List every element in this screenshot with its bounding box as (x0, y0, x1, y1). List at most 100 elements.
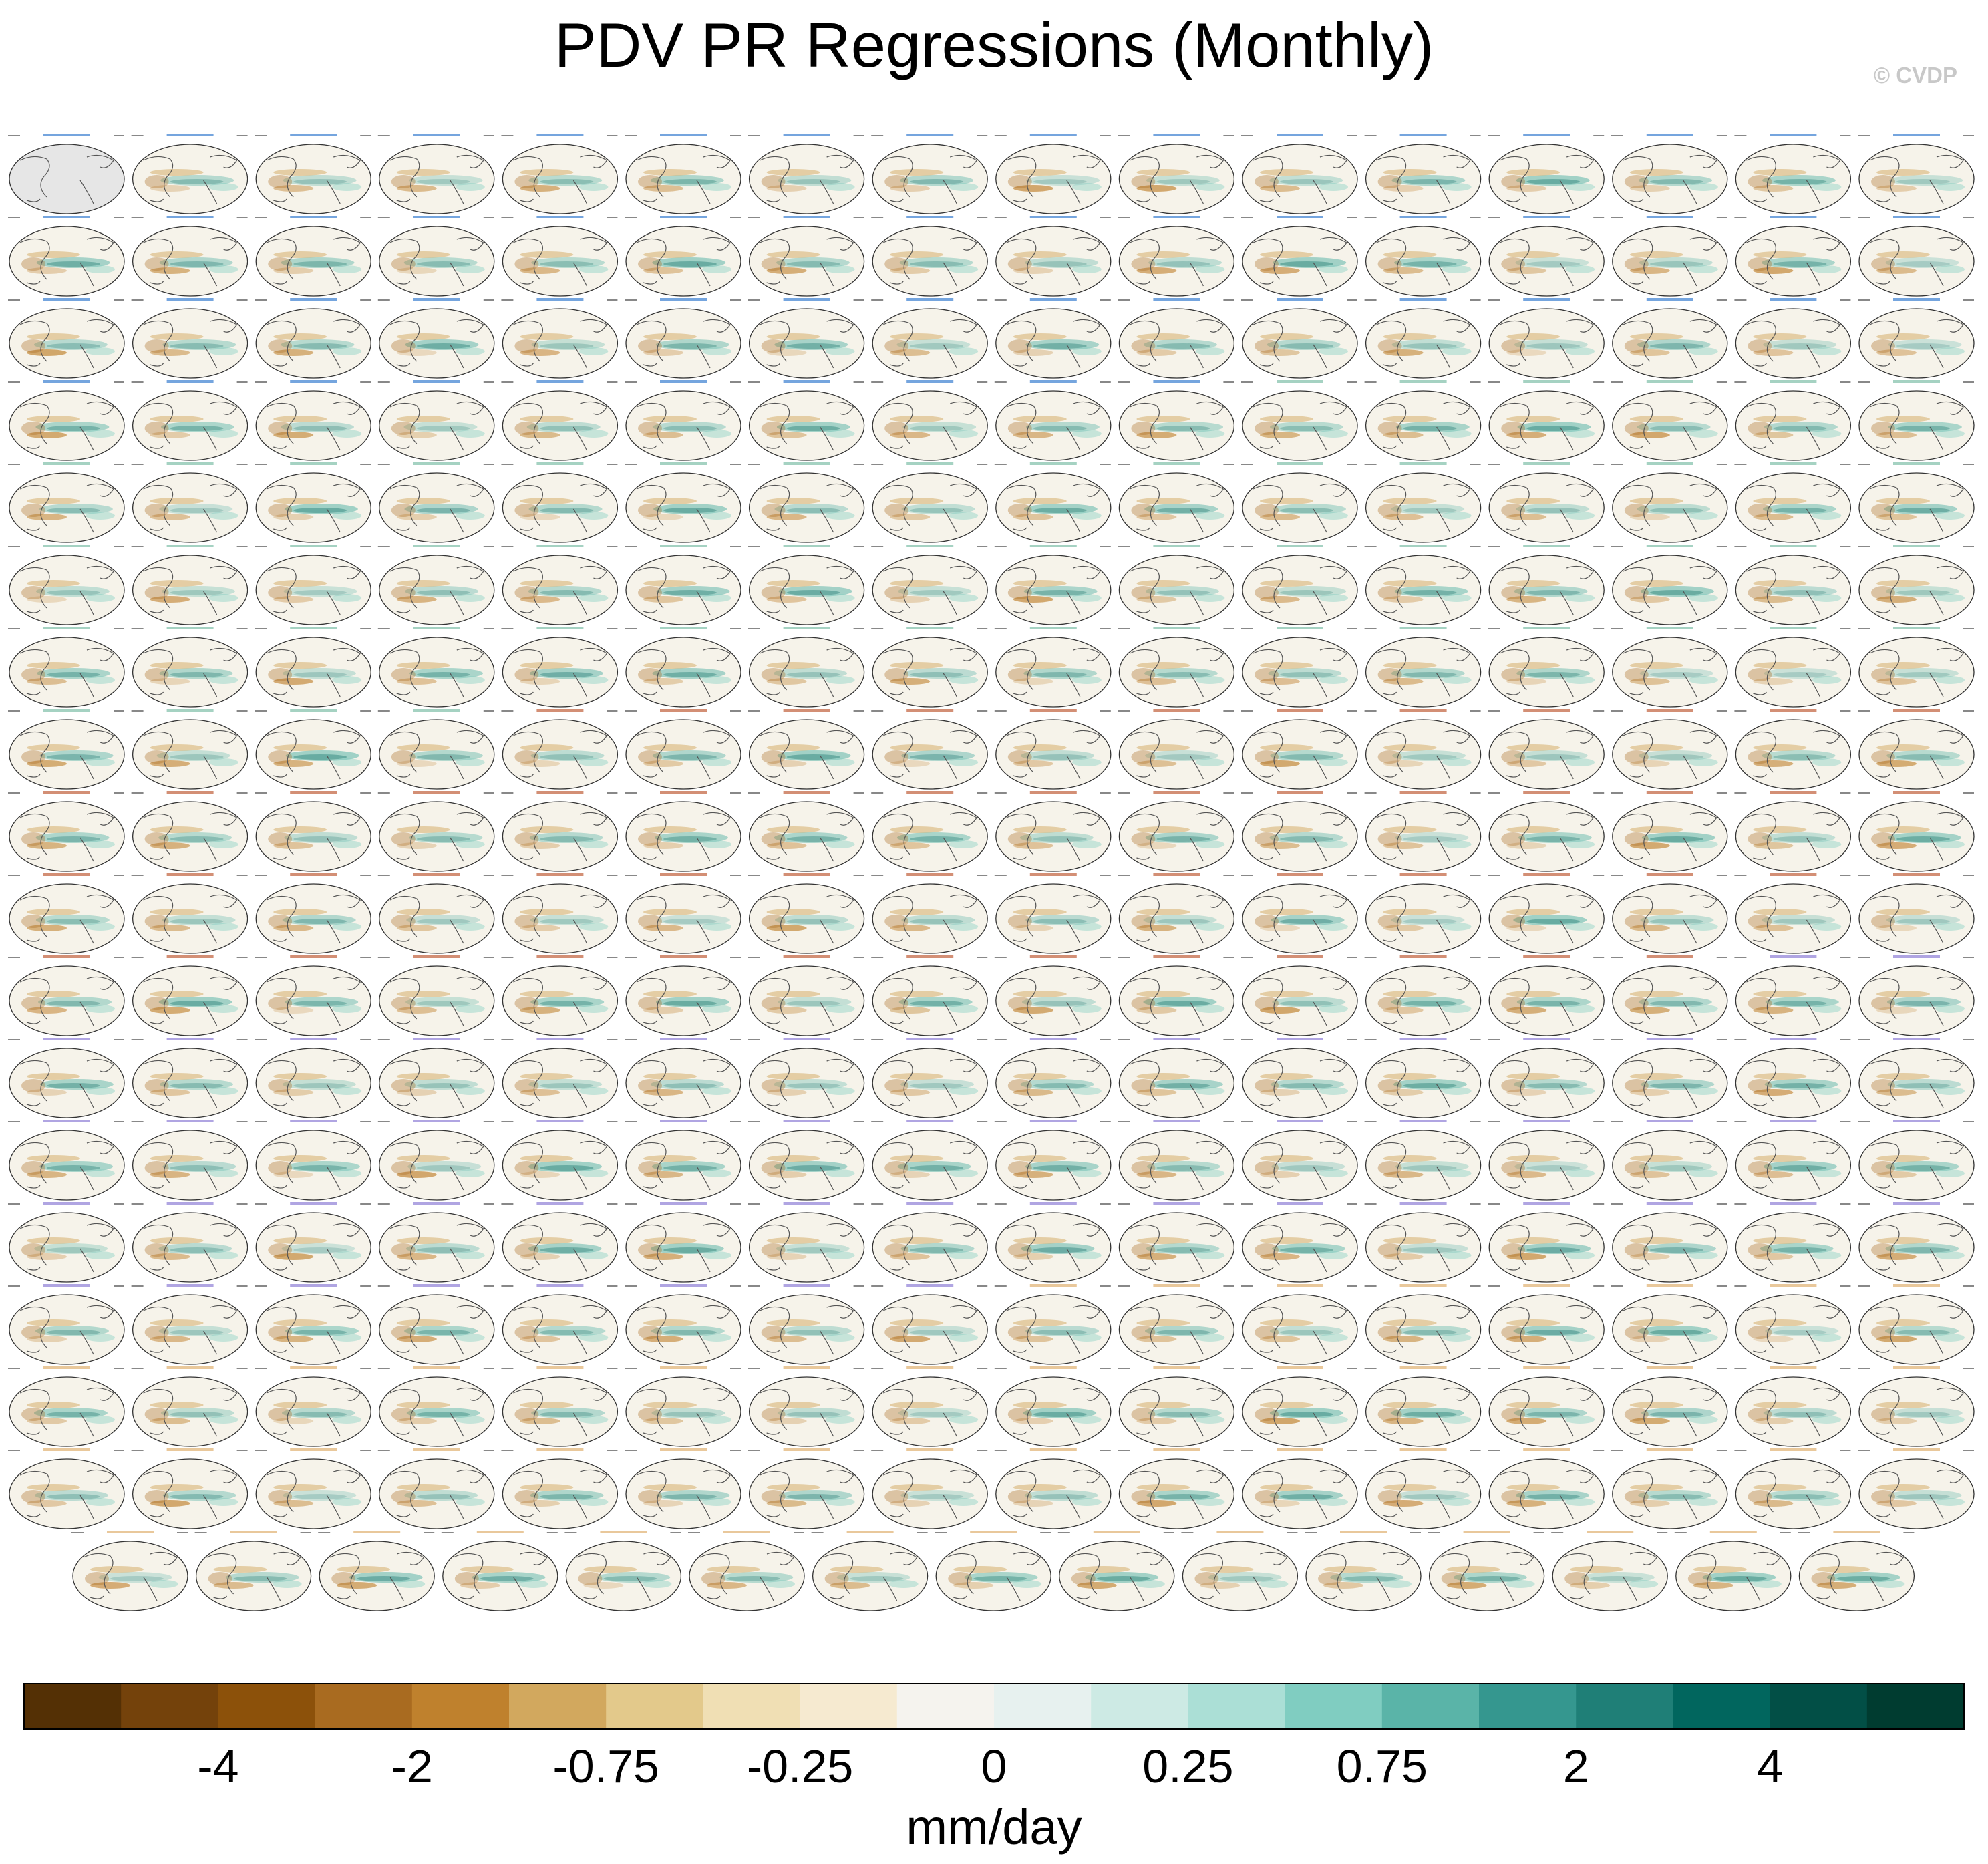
panel-label (1399, 298, 1447, 301)
panel-label (1770, 1202, 1817, 1205)
map-panel (501, 134, 619, 214)
map-panel (1241, 627, 1358, 708)
map-panel (1241, 1284, 1358, 1365)
panel-label (166, 709, 214, 712)
panel-label (43, 1202, 90, 1205)
panel-label (290, 545, 337, 547)
panel-label (1399, 955, 1447, 958)
panel-label (1029, 1366, 1077, 1369)
panel-label (166, 1202, 214, 1205)
map-panel (255, 873, 371, 954)
map-panel (1118, 1120, 1235, 1201)
map-panel (255, 627, 371, 708)
panel-label (290, 216, 337, 218)
panel-label (1277, 791, 1323, 794)
panel-label (1893, 462, 1940, 465)
map-panel (131, 791, 248, 872)
map-panel (1858, 380, 1975, 461)
page-title: PDV PR Regressions (Monthly) (554, 10, 1434, 80)
map-panel (1118, 1448, 1235, 1529)
map-panel (1057, 1531, 1175, 1611)
panel-label (290, 1284, 337, 1287)
panel-label (1153, 216, 1200, 218)
map-panel (1364, 791, 1482, 872)
panel-label (290, 462, 337, 465)
panel-label (906, 955, 954, 958)
panel-label (1153, 955, 1200, 958)
map-panel (871, 1202, 988, 1283)
map-panel (748, 955, 865, 1036)
panel-label (166, 216, 214, 218)
map-panel (1858, 1038, 1975, 1118)
map-panel (1488, 627, 1605, 708)
map-panel (255, 709, 371, 790)
map-panel (625, 545, 741, 625)
map-panel (131, 1038, 248, 1118)
panel-label (290, 1038, 337, 1040)
map-panel (1611, 955, 1728, 1036)
panel-label (906, 380, 954, 383)
colorbar-tick-label: -0.25 (747, 1740, 854, 1793)
map-panel (1118, 545, 1235, 625)
colorbar-swatch (315, 1684, 413, 1729)
panel-label (1523, 1120, 1570, 1122)
map-panel (131, 955, 248, 1036)
map-panel (1674, 1531, 1792, 1611)
map-panel (131, 1284, 248, 1365)
map-panel (871, 791, 988, 872)
panel-label (1893, 298, 1940, 301)
panel-label (660, 134, 707, 136)
map-panel (1488, 380, 1605, 461)
map-panel (1364, 216, 1482, 297)
panel-label (413, 298, 460, 301)
panel-label (1277, 955, 1323, 958)
panel-label (536, 627, 584, 629)
map-panel (994, 955, 1112, 1036)
panel-label (1646, 873, 1693, 876)
map-panel (131, 1366, 248, 1447)
map-panel (377, 709, 495, 790)
panel-label (783, 462, 830, 465)
panel-label (783, 134, 830, 136)
map-panel (377, 545, 495, 625)
map-panel (1611, 709, 1728, 790)
map-panel (994, 873, 1112, 954)
map-panel (1858, 955, 1975, 1036)
panel-label (1277, 1202, 1323, 1205)
map-panel (1118, 134, 1235, 214)
map-panel (1858, 873, 1975, 954)
panel-label (1646, 791, 1693, 794)
panel-label (1277, 1284, 1323, 1287)
map-panel (871, 380, 988, 461)
map-panel (1241, 462, 1358, 543)
map-panel (501, 791, 619, 872)
panel-label (1029, 709, 1077, 712)
panel-label (413, 1202, 460, 1205)
map-panel (1611, 545, 1728, 625)
panel-label (1277, 216, 1323, 218)
map-panel (8, 1284, 125, 1365)
colorbar-swatch (800, 1684, 898, 1729)
map-panel (377, 1120, 495, 1201)
panel-label (1770, 380, 1817, 383)
colorbar: -4 -2 -0.75 -0.25 0 0.25 0.75 2 4 mm/day (23, 1683, 1965, 1855)
map-panel (1241, 709, 1358, 790)
map-panel (1488, 791, 1605, 872)
panel-label (660, 1366, 707, 1369)
map-panel (131, 1448, 248, 1529)
map-panel (748, 709, 865, 790)
panel-label (1277, 462, 1323, 465)
map-panel (1241, 1366, 1358, 1447)
panel-label (660, 1284, 707, 1287)
map-panel (994, 1366, 1112, 1447)
map-panel (1241, 134, 1358, 214)
map-panel (8, 1202, 125, 1283)
panel-label (600, 1531, 647, 1533)
cvdp-watermark: © CVDP (1873, 63, 1957, 88)
panel-label (1893, 955, 1940, 958)
panel-label (166, 791, 214, 794)
panel-label (1646, 1038, 1693, 1040)
panel-label (43, 955, 90, 958)
panel-label (660, 216, 707, 218)
panel-label (1153, 1284, 1200, 1287)
